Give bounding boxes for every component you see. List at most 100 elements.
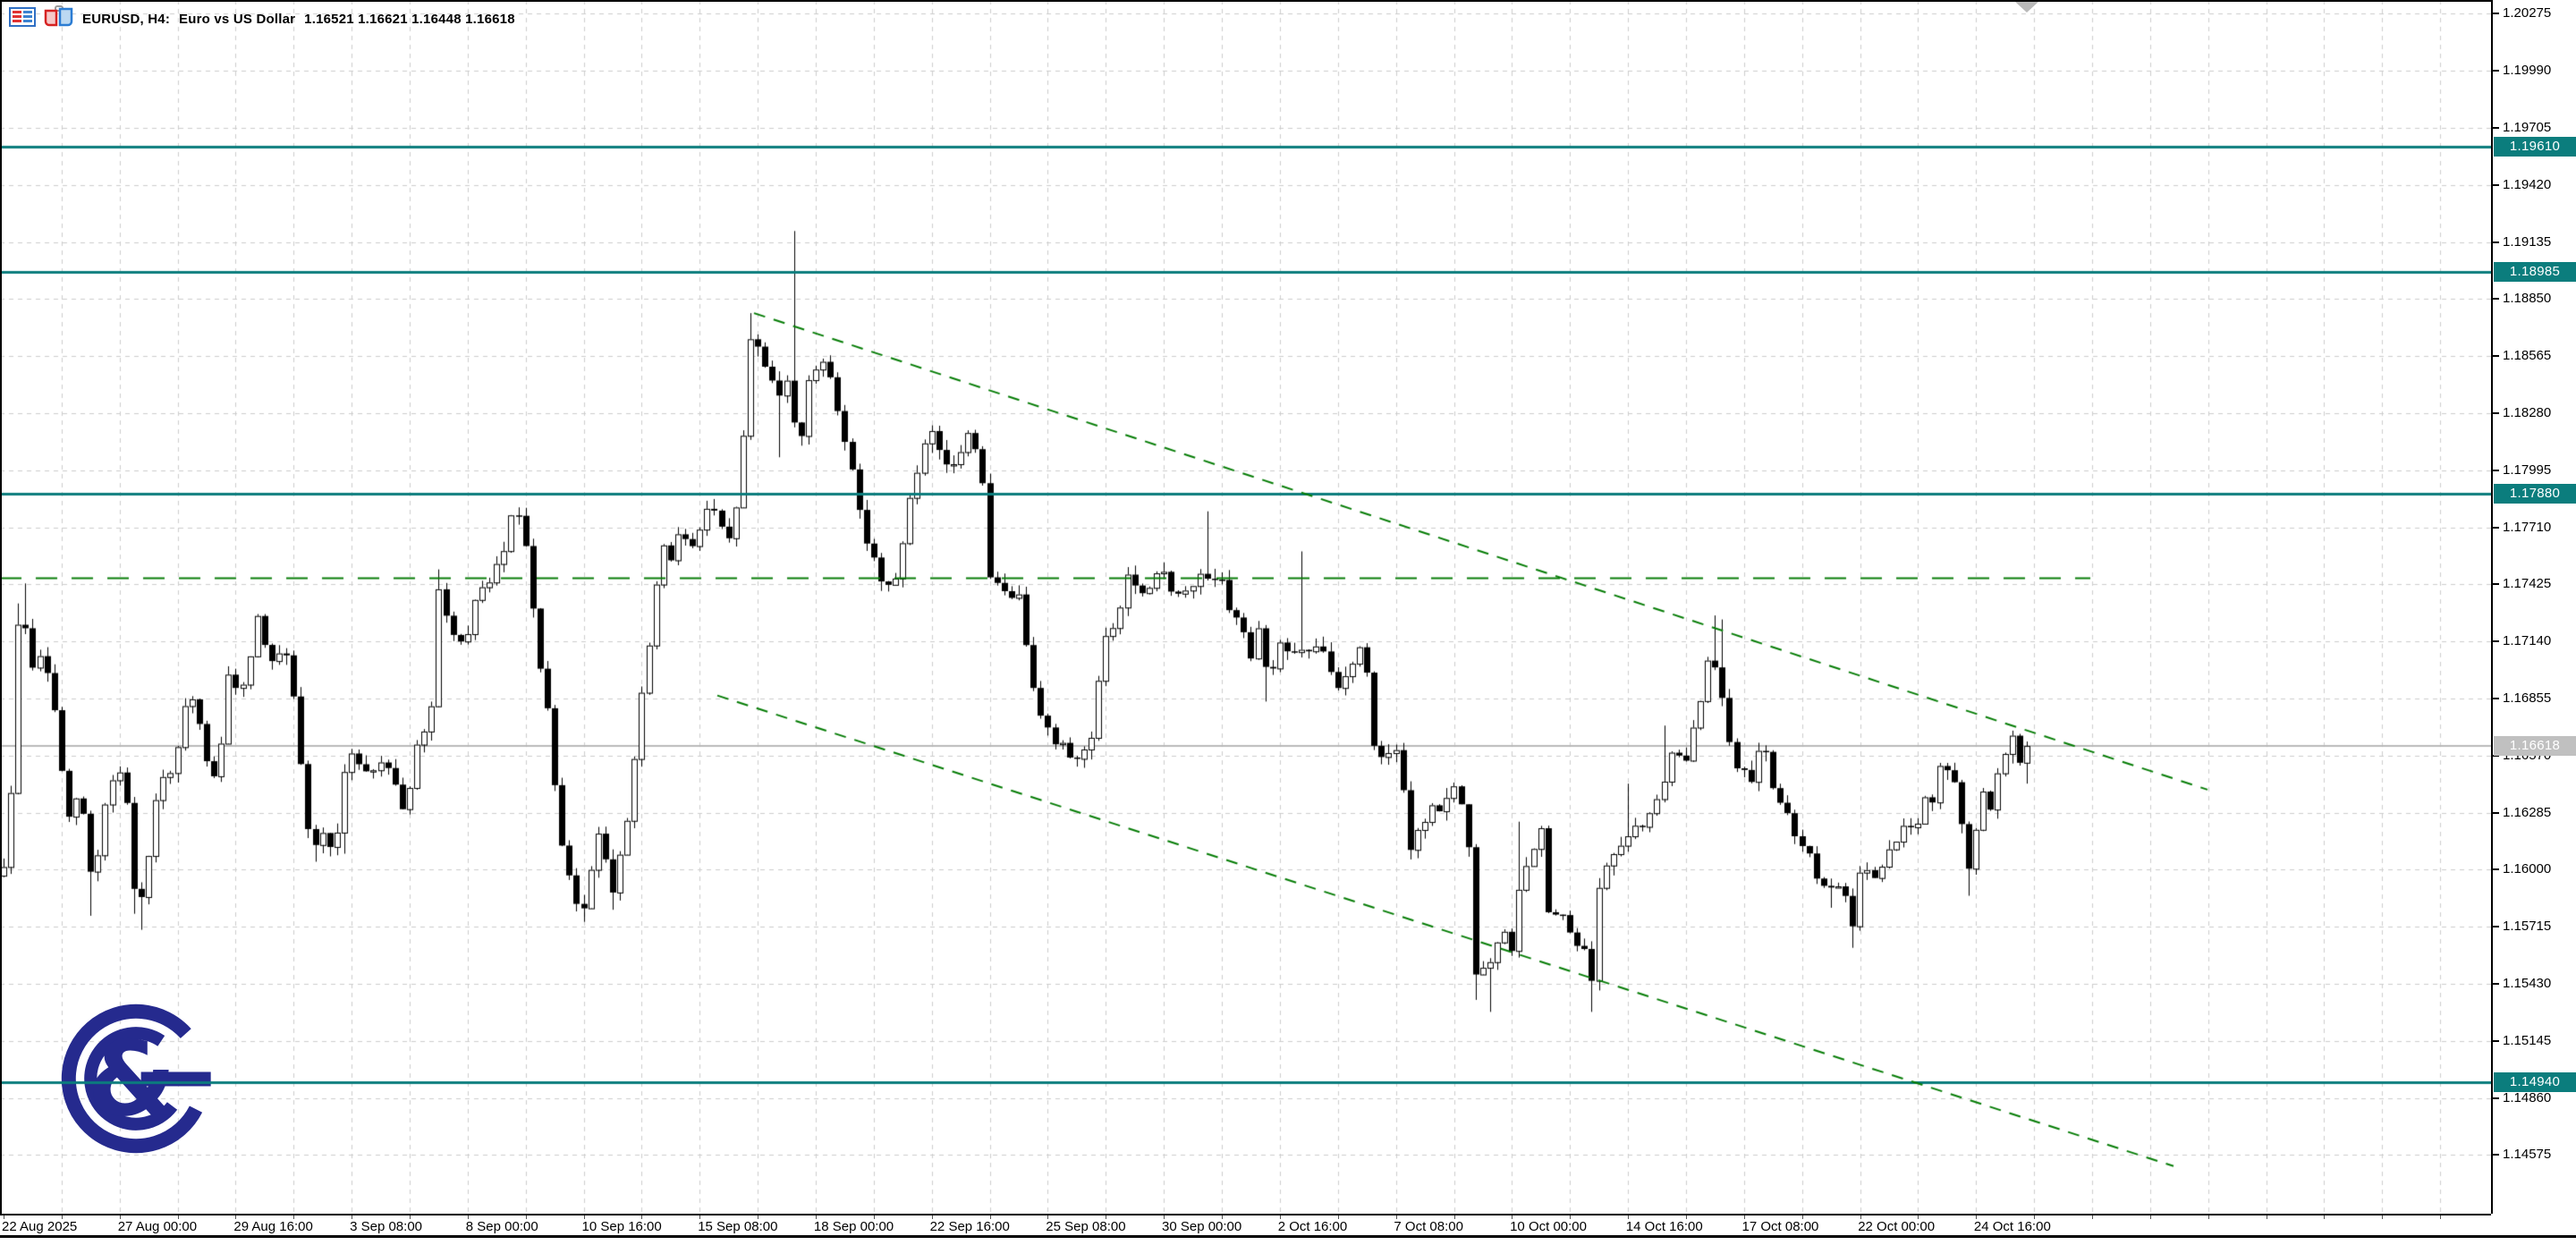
time-tick-mark <box>1976 1215 1977 1219</box>
time-axis-label: 17 Oct 08:00 <box>1741 1219 1819 1234</box>
price-tick-label: 1.18565 <box>2503 348 2552 364</box>
time-tick-mark <box>1338 1215 1339 1219</box>
price-tick-label: 1.15145 <box>2503 1032 2552 1048</box>
time-tick-mark <box>2034 1215 2035 1219</box>
current-price-badge: 1.16618 <box>2494 736 2576 757</box>
time-tick-mark <box>584 1215 585 1219</box>
time-tick-mark <box>468 1215 469 1219</box>
price-tick-mark <box>2493 983 2499 986</box>
time-axis-label: 25 Sep 08:00 <box>1046 1219 1126 1234</box>
price-tick-mark <box>2493 526 2499 529</box>
time-axis-label: 10 Sep 16:00 <box>581 1219 662 1234</box>
price-tick-label: 1.14575 <box>2503 1147 2552 1163</box>
price-tick-mark <box>2493 70 2499 72</box>
time-tick-mark <box>2208 1215 2209 1219</box>
price-tick-label: 1.14860 <box>2503 1089 2552 1105</box>
time-tick-mark <box>641 1215 642 1219</box>
price-tick-label: 1.15715 <box>2503 919 2552 935</box>
axis-corner <box>2491 1214 2576 1245</box>
price-tick-label: 1.16855 <box>2503 690 2552 707</box>
time-tick-mark <box>816 1215 817 1219</box>
time-axis-label: 24 Oct 16:00 <box>1973 1219 2051 1234</box>
price-tick-mark <box>2493 1097 2499 1099</box>
price-axis[interactable]: 1.20275 1.19990 1.19705 1.19420 1.19135 1.188… <box>2491 0 2576 1214</box>
price-tick-mark <box>2493 355 2499 358</box>
level-price-badge: 1.18985 <box>2494 262 2576 283</box>
price-tick-mark <box>2493 183 2499 186</box>
price-tick-label: 1.19705 <box>2503 120 2552 136</box>
price-tick-mark <box>2493 1154 2499 1156</box>
time-tick-mark <box>1454 1215 1455 1219</box>
time-tick-mark <box>1918 1215 1919 1219</box>
time-tick-mark <box>1047 1215 1048 1219</box>
time-axis-label: 30 Sep 00:00 <box>1162 1219 1242 1234</box>
level-price-badge: 1.14940 <box>2494 1071 2576 1092</box>
time-tick-mark <box>235 1215 236 1219</box>
price-tick-label: 1.19135 <box>2503 233 2552 250</box>
price-tick-label: 1.19420 <box>2503 176 2552 192</box>
time-tick-mark <box>2324 1215 2325 1219</box>
one-click-trading-icon[interactable] <box>43 5 75 33</box>
title-ohlc-values: 1.16521 1.16621 1.16448 1.16618 <box>304 12 515 27</box>
time-tick-mark <box>874 1215 875 1219</box>
time-axis-label: 14 Oct 16:00 <box>1625 1219 1703 1234</box>
time-axis-label: 22 Aug 2025 <box>2 1219 78 1234</box>
price-tick-label: 1.17425 <box>2503 576 2552 592</box>
price-tick-mark <box>2493 868 2499 871</box>
price-tick-mark <box>2493 1039 2499 1042</box>
time-tick-mark <box>1280 1215 1281 1219</box>
time-axis-label: 3 Sep 08:00 <box>350 1219 422 1234</box>
price-tick-mark <box>2493 926 2499 928</box>
time-tick-mark <box>2092 1215 2093 1219</box>
chart-plot-area[interactable]: & <box>0 0 2491 1214</box>
time-axis[interactable]: 22 Aug 2025 27 Aug 00:00 29 Aug 16:00 3 Sep… <box>0 1214 2491 1237</box>
chart-shift-marker-icon[interactable] <box>2015 2 2038 13</box>
time-tick-mark <box>932 1215 933 1219</box>
price-tick-label: 1.16285 <box>2503 804 2552 820</box>
time-tick-mark <box>1164 1215 1165 1219</box>
price-tick-mark <box>2493 698 2499 700</box>
price-tick-label: 1.15430 <box>2503 976 2552 992</box>
price-tick-mark <box>2493 583 2499 586</box>
time-tick-mark <box>120 1215 121 1219</box>
level-price-badge: 1.19610 <box>2494 137 2576 157</box>
price-tick-mark <box>2493 640 2499 643</box>
title-description: Euro vs US Dollar <box>179 12 296 27</box>
candlestick-canvas[interactable] <box>0 0 2491 1214</box>
price-tick-label: 1.19990 <box>2503 63 2552 79</box>
time-tick-mark <box>410 1215 411 1219</box>
time-tick-mark <box>1860 1215 1861 1219</box>
time-tick-mark <box>62 1215 63 1219</box>
level-price-badge: 1.17880 <box>2494 483 2576 504</box>
time-axis-label: 10 Oct 00:00 <box>1510 1219 1587 1234</box>
window-bottom-divider <box>0 1235 2576 1238</box>
price-tick-label: 1.18280 <box>2503 405 2552 421</box>
time-tick-mark <box>1628 1215 1629 1219</box>
chart-title: EURUSD, H4: Euro vs US Dollar 1.16521 1.16… <box>82 12 524 27</box>
time-tick-mark <box>1222 1215 1223 1219</box>
price-tick-label: 1.17995 <box>2503 462 2552 478</box>
time-tick-mark <box>1802 1215 1803 1219</box>
chart-title-bar: EURUSD, H4: Euro vs US Dollar 1.16521 1.16… <box>9 5 524 33</box>
time-tick-mark <box>2150 1215 2151 1219</box>
time-axis-label: 15 Sep 08:00 <box>698 1219 778 1234</box>
time-axis-label: 29 Aug 16:00 <box>233 1219 313 1234</box>
time-tick-mark <box>2440 1215 2441 1219</box>
price-tick-mark <box>2493 127 2499 130</box>
time-tick-mark <box>1512 1215 1513 1219</box>
depth-of-market-icon[interactable] <box>9 7 36 31</box>
price-tick-mark <box>2493 412 2499 415</box>
time-tick-mark <box>990 1215 991 1219</box>
price-tick-label: 1.17140 <box>2503 633 2552 649</box>
title-symbol-timeframe: EURUSD, H4: <box>82 12 171 27</box>
time-tick-mark <box>699 1215 700 1219</box>
time-tick-mark <box>2382 1215 2383 1219</box>
time-axis-label: 7 Oct 08:00 <box>1394 1219 1463 1234</box>
time-axis-label: 18 Sep 00:00 <box>813 1219 894 1234</box>
time-axis-label: 22 Oct 00:00 <box>1858 1219 1936 1234</box>
price-tick-label: 1.18850 <box>2503 291 2552 307</box>
price-tick-label: 1.20275 <box>2503 5 2552 21</box>
price-tick-mark <box>2493 469 2499 471</box>
price-tick-mark <box>2493 811 2499 814</box>
